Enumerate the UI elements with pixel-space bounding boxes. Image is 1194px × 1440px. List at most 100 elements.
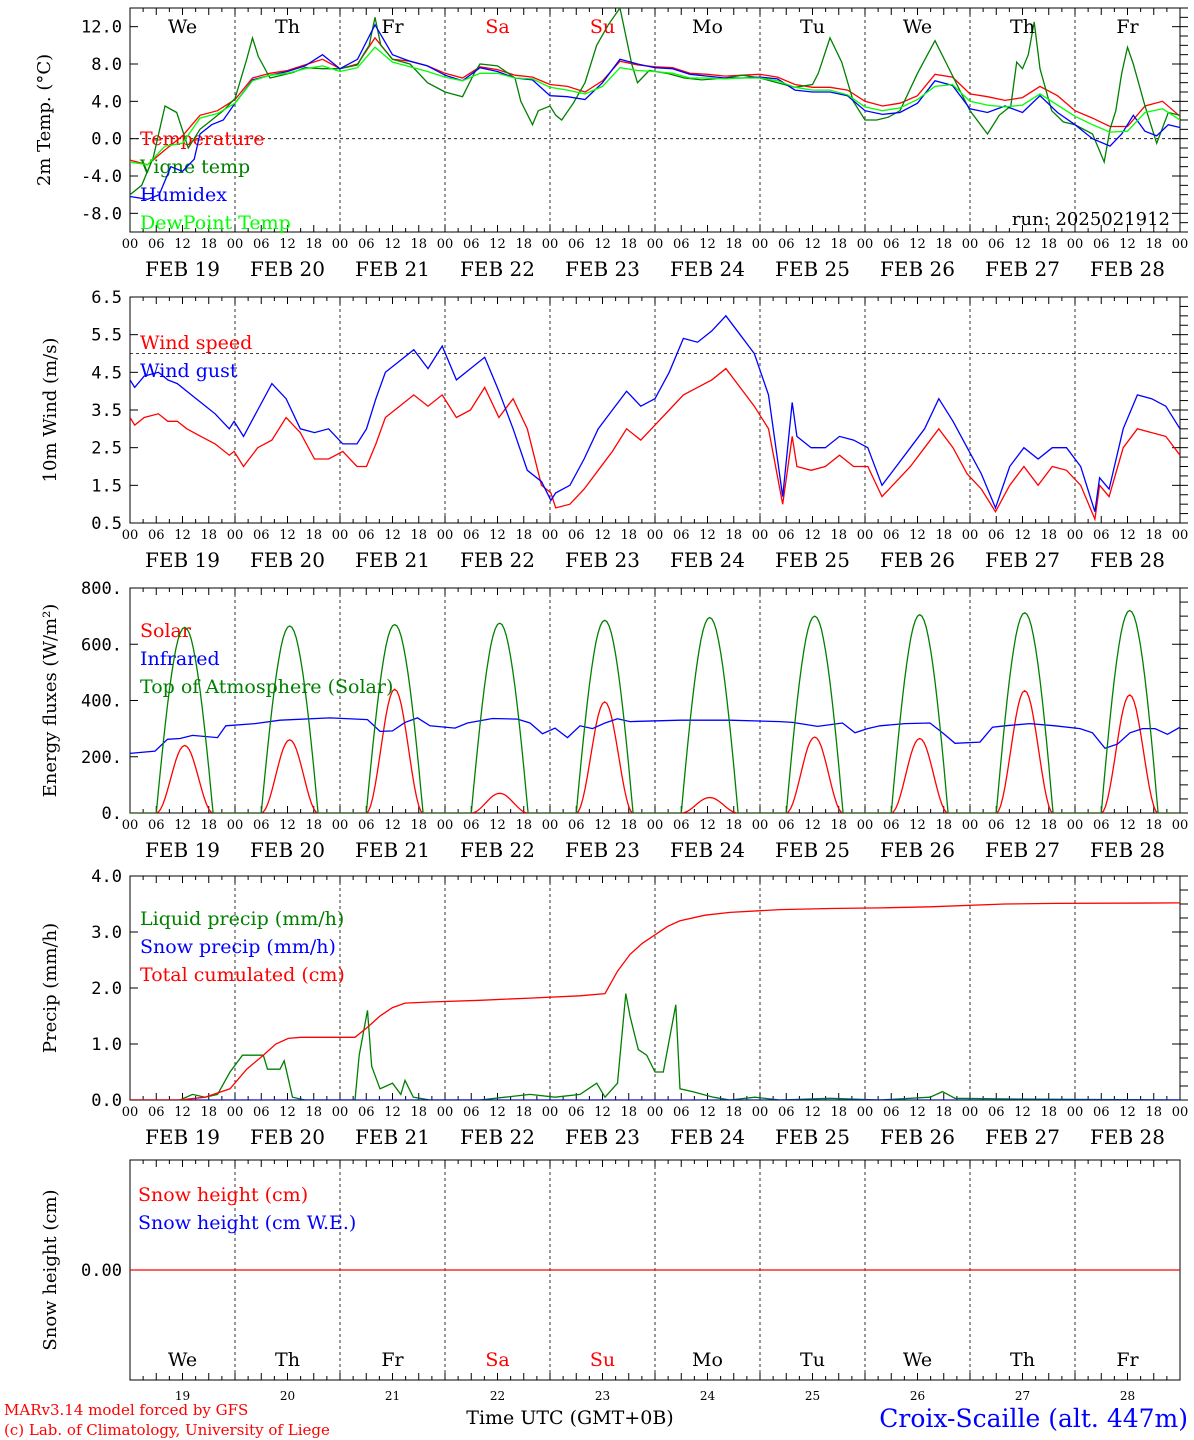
hour-tick-label: 00 [752, 1105, 769, 1120]
hour-tick-label: 00 [962, 818, 979, 833]
hour-tick-label: 06 [463, 1105, 480, 1120]
hour-tick-label: 06 [673, 818, 690, 833]
y-tick-label: 0.5 [91, 514, 122, 534]
series-solar [130, 688, 1180, 813]
hour-tick-label: 00 [1067, 1105, 1084, 1120]
hour-tick-label: 18 [410, 528, 427, 543]
hour-tick-label: 06 [463, 818, 480, 833]
panel-wind: 6.5 5.5 4.5 3.5 2.5 1.5 0.5 10m Wind (m/s) Wind … [40, 288, 1188, 572]
hour-tick-label: 06 [358, 1105, 375, 1120]
hour-tick-label: 12 [909, 1105, 926, 1120]
hour-tick-label: 06 [568, 237, 585, 252]
y-tick-label: 12.0 [81, 18, 122, 38]
hour-tick-label: 12 [1119, 818, 1136, 833]
hour-tick-label: 00 [647, 528, 664, 543]
hour-tick-label: 18 [935, 528, 952, 543]
weekday-label: Tu [800, 1349, 825, 1371]
date-label: FEB 20 [250, 548, 325, 572]
hour-tick-label: 00 [857, 528, 874, 543]
hour-tick-label: 12 [489, 818, 506, 833]
hour-tick-label: 06 [568, 818, 585, 833]
weekday-label: We [903, 1349, 932, 1371]
y-tick-label: 8.0 [91, 55, 122, 75]
date-label: FEB 28 [1090, 548, 1165, 572]
hour-tick-label: 00 [752, 237, 769, 252]
footer: Time UTC (GMT+0B) MARv3.14 model forced b… [4, 1401, 1188, 1439]
series-wind-gust [130, 314, 1180, 512]
hour-tick-label: 06 [358, 528, 375, 543]
hour-tick-label: 12 [279, 818, 296, 833]
date-label: FEB 26 [880, 257, 955, 281]
hour-tick-label: 00 [752, 528, 769, 543]
hour-tick-label: 12 [1119, 528, 1136, 543]
hour-tick-label: 06 [1093, 1105, 1110, 1120]
hour-tick-label: 06 [883, 818, 900, 833]
y-tick-label: 4.0 [91, 867, 122, 887]
date-label: FEB 24 [670, 257, 745, 281]
series-total-cumulated-cm [130, 902, 1180, 1100]
hour-tick-label: 00 [857, 818, 874, 833]
hour-tick-label: 18 [1040, 528, 1057, 543]
hour-tick-label: 06 [778, 528, 795, 543]
hour-tick-label: 06 [358, 237, 375, 252]
series-liquid-precip-mm-h [130, 993, 1180, 1100]
hour-tick-label: 00 [1067, 818, 1084, 833]
hour-tick-label: 00 [437, 237, 454, 252]
hour-tick-label: 12 [279, 528, 296, 543]
hour-tick-label: 06 [673, 237, 690, 252]
hour-tick-label: 12 [1014, 1105, 1031, 1120]
hour-tick-label: 18 [830, 1105, 847, 1120]
hour-tick-label: 18 [410, 1105, 427, 1120]
credit-line: MARv3.14 model forced by GFS [4, 1401, 248, 1419]
hour-tick-label: 18 [935, 1105, 952, 1120]
hour-tick-label: 06 [883, 237, 900, 252]
station-label: Croix-Scaille (alt. 447m) [879, 1404, 1188, 1433]
hour-tick-label: 00 [1172, 1105, 1189, 1120]
hour-tick-label: 12 [909, 818, 926, 833]
legend-entry: Total cumulated (cm) [140, 964, 345, 986]
hour-tick-label: 06 [148, 528, 165, 543]
hour-tick-label: 00 [1172, 818, 1189, 833]
hour-tick-label: 00 [122, 237, 139, 252]
day-number-label: 24 [700, 1389, 716, 1403]
day-number-label: 23 [595, 1389, 610, 1403]
weekday-label: We [903, 16, 932, 38]
hour-tick-label: 12 [804, 528, 821, 543]
hour-tick-label: 00 [332, 237, 349, 252]
y-tick-label: 4.5 [91, 363, 122, 383]
hour-tick-label: 12 [174, 528, 191, 543]
y-tick-label: 0.0 [91, 130, 122, 150]
hour-tick-label: 18 [725, 818, 742, 833]
hour-tick-label: 18 [515, 237, 532, 252]
day-number-label: 22 [490, 1389, 505, 1403]
hour-tick-label: 18 [830, 528, 847, 543]
hour-tick-label: 12 [594, 528, 611, 543]
date-label: FEB 23 [565, 838, 640, 862]
hour-tick-label: 18 [1145, 237, 1162, 252]
hour-tick-label: 06 [148, 818, 165, 833]
legend-entry: Snow height (cm) [138, 1184, 308, 1206]
y-axis-label: Precip (mm/h) [40, 923, 61, 1053]
hour-tick-label: 18 [305, 237, 322, 252]
hour-tick-label: 00 [647, 1105, 664, 1120]
weekday-label: Fr [1116, 16, 1139, 38]
series-wind-speed [130, 367, 1180, 522]
x-axis-label: Time UTC (GMT+0B) [466, 1407, 673, 1429]
hour-tick-label: 00 [962, 1105, 979, 1120]
date-label: FEB 27 [985, 1125, 1060, 1149]
hour-tick-label: 06 [463, 237, 480, 252]
day-number-label: 20 [280, 1389, 295, 1403]
hour-tick-label: 18 [725, 528, 742, 543]
y-tick-label: 0. [102, 804, 122, 824]
date-label: FEB 22 [460, 1125, 535, 1149]
hour-tick-label: 12 [594, 1105, 611, 1120]
hour-tick-label: 12 [804, 1105, 821, 1120]
date-label: FEB 27 [985, 257, 1060, 281]
hour-tick-label: 12 [384, 1105, 401, 1120]
hour-tick-label: 06 [253, 237, 270, 252]
hour-tick-label: 12 [1119, 1105, 1136, 1120]
hour-tick-label: 06 [253, 1105, 270, 1120]
y-tick-label: 1.0 [91, 1035, 122, 1055]
hour-tick-label: 12 [699, 528, 716, 543]
hour-tick-label: 00 [332, 1105, 349, 1120]
